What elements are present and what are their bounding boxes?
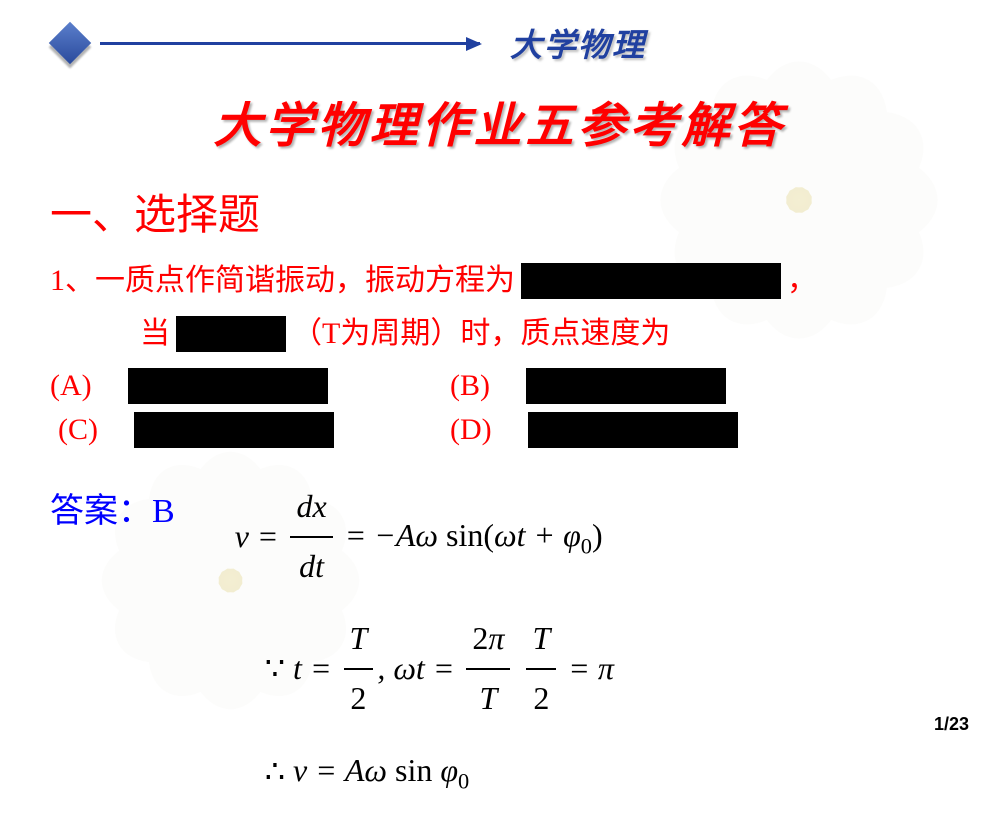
redacted-option bbox=[528, 412, 738, 448]
formula-line-2: ∵ t = T2 , ωt = 2πT T2 = π bbox=[235, 610, 614, 727]
header-bar: 大学物理 bbox=[50, 20, 949, 66]
question-text: 一质点作简谐振动，振动方程为 bbox=[95, 257, 515, 305]
header-line bbox=[100, 42, 480, 45]
answer-section: 答案：B v = dxdt = −Aω sin(ωt + φ0) ∵ t = T… bbox=[50, 478, 949, 817]
formula-derivation: v = dxdt = −Aω sin(ωt + φ0) ∵ t = T2 , ω… bbox=[235, 478, 614, 817]
question-text: ， bbox=[787, 257, 817, 305]
question-line-1: 1、 一质点作简谐振动，振动方程为 ， bbox=[50, 257, 949, 305]
course-label: 大学物理 bbox=[510, 20, 646, 66]
options-grid: (A) (B) (C) (D) bbox=[50, 368, 949, 448]
redacted-option bbox=[128, 368, 328, 404]
question-text: 当 bbox=[140, 310, 170, 358]
page-title: 大学物理作业五参考解答 bbox=[50, 86, 949, 156]
formula-line-1: v = dxdt = −Aω sin(ωt + φ0) bbox=[235, 478, 614, 595]
question-number: 1、 bbox=[50, 257, 95, 305]
section-heading: 一、选择题 bbox=[50, 181, 949, 242]
redacted-time bbox=[176, 316, 286, 352]
option-a: (A) bbox=[50, 368, 450, 404]
option-c: (C) bbox=[50, 412, 450, 448]
redacted-option bbox=[526, 368, 726, 404]
redacted-equation bbox=[521, 263, 781, 299]
diamond-icon bbox=[49, 22, 91, 64]
option-b: (B) bbox=[450, 368, 732, 404]
question-text: （T为周期）时，质点速度为 bbox=[292, 310, 670, 358]
formula-line-3: ∴ v = Aω sin φ0 bbox=[235, 742, 614, 802]
answer-label: 答案：B bbox=[50, 478, 175, 532]
redacted-option bbox=[134, 412, 334, 448]
option-d: (D) bbox=[450, 412, 744, 448]
arrow-icon bbox=[466, 37, 482, 51]
question-line-2: 当 （T为周期）时，质点速度为 bbox=[50, 310, 949, 358]
